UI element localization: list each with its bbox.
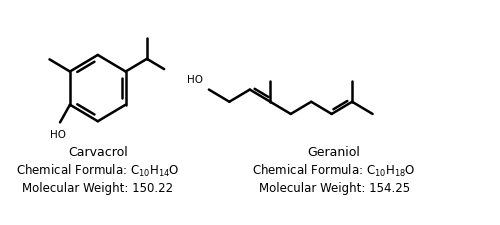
Text: Molecular Weight: 150.22: Molecular Weight: 150.22 xyxy=(22,181,174,194)
Text: Chemical Formula: C$_{\mathregular{10}}$H$_{\mathregular{14}}$O: Chemical Formula: C$_{\mathregular{10}}$… xyxy=(16,162,179,178)
Text: Chemical Formula: C$_{\mathregular{10}}$H$_{\mathregular{18}}$O: Chemical Formula: C$_{\mathregular{10}}$… xyxy=(252,162,416,178)
Text: Carvacrol: Carvacrol xyxy=(68,145,128,158)
Text: Geraniol: Geraniol xyxy=(308,145,360,158)
Text: HO: HO xyxy=(187,74,203,84)
Text: Molecular Weight: 154.25: Molecular Weight: 154.25 xyxy=(258,181,410,194)
Text: HO: HO xyxy=(50,129,66,139)
